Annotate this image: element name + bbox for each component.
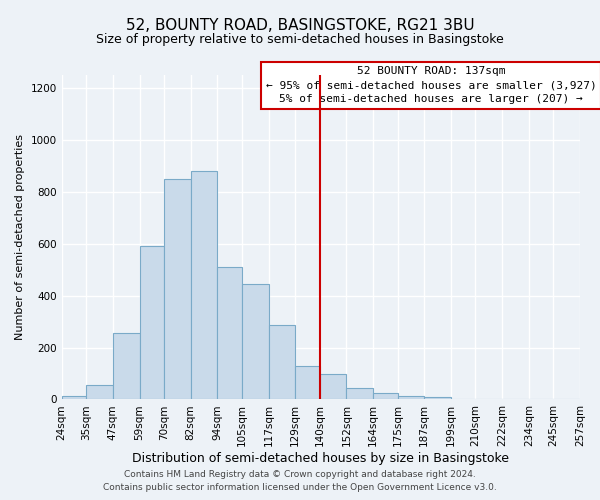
Y-axis label: Number of semi-detached properties: Number of semi-detached properties <box>15 134 25 340</box>
Bar <box>86 385 113 400</box>
Bar <box>346 388 373 400</box>
Bar <box>113 334 140 400</box>
Bar <box>424 397 451 400</box>
Bar <box>140 246 164 400</box>
Bar <box>295 366 320 400</box>
Text: 52, BOUNTY ROAD, BASINGSTOKE, RG21 3BU: 52, BOUNTY ROAD, BASINGSTOKE, RG21 3BU <box>125 18 475 32</box>
Text: Contains HM Land Registry data © Crown copyright and database right 2024.
Contai: Contains HM Land Registry data © Crown c… <box>103 470 497 492</box>
Text: Size of property relative to semi-detached houses in Basingstoke: Size of property relative to semi-detach… <box>96 32 504 46</box>
Bar <box>451 398 475 400</box>
Bar <box>191 171 217 400</box>
X-axis label: Distribution of semi-detached houses by size in Basingstoke: Distribution of semi-detached houses by … <box>133 452 509 465</box>
Bar <box>217 267 242 400</box>
Bar <box>269 326 295 400</box>
Bar <box>164 179 191 400</box>
Bar <box>62 396 86 400</box>
Bar <box>398 396 424 400</box>
Text: 52 BOUNTY ROAD: 137sqm
← 95% of semi-detached houses are smaller (3,927)
5% of s: 52 BOUNTY ROAD: 137sqm ← 95% of semi-det… <box>266 66 596 104</box>
Bar <box>475 399 502 400</box>
Bar <box>373 393 398 400</box>
Bar <box>242 284 269 400</box>
Bar <box>320 374 346 400</box>
